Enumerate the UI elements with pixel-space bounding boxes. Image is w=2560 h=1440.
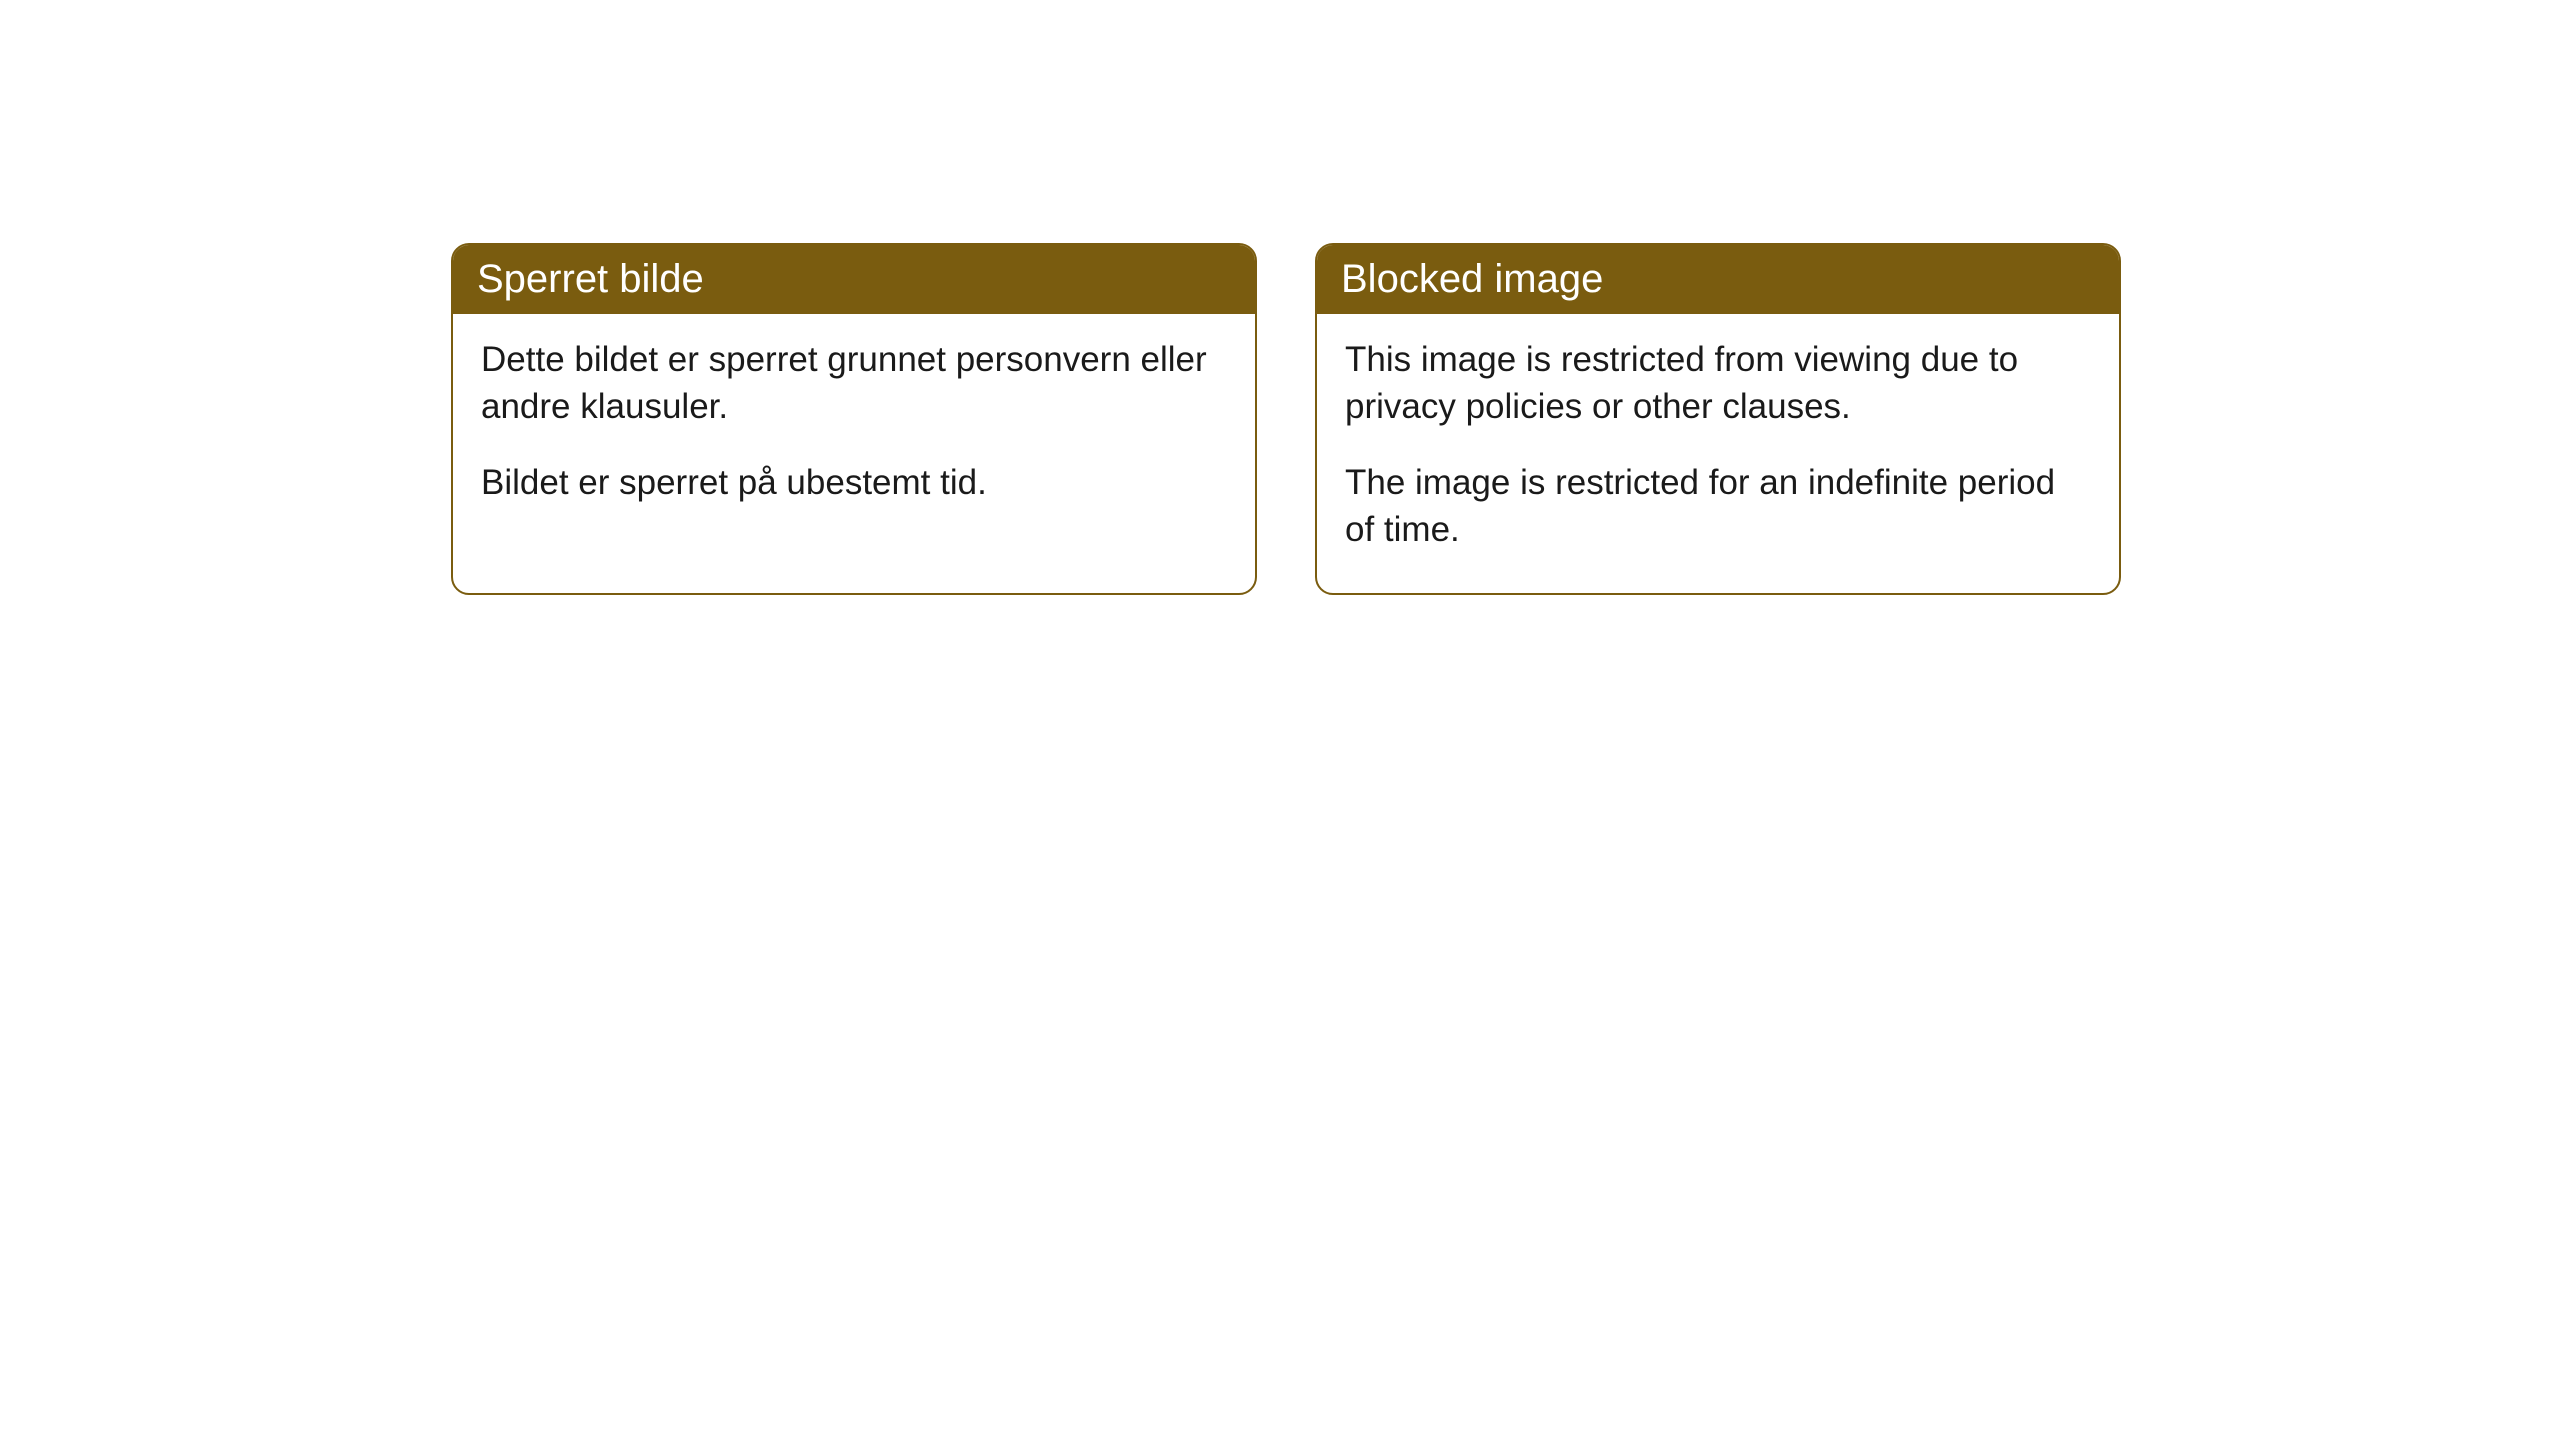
card-body-english: This image is restricted from viewing du… xyxy=(1317,314,2119,593)
blocked-image-card-english: Blocked image This image is restricted f… xyxy=(1315,243,2121,595)
notice-cards-container: Sperret bilde Dette bildet er sperret gr… xyxy=(451,243,2121,595)
card-paragraph-2-english: The image is restricted for an indefinit… xyxy=(1345,459,2091,554)
card-paragraph-1-norwegian: Dette bildet er sperret grunnet personve… xyxy=(481,336,1227,431)
card-header-english: Blocked image xyxy=(1317,245,2119,314)
card-header-norwegian: Sperret bilde xyxy=(453,245,1255,314)
card-title-norwegian: Sperret bilde xyxy=(477,257,704,301)
card-body-norwegian: Dette bildet er sperret grunnet personve… xyxy=(453,314,1255,546)
card-paragraph-2-norwegian: Bildet er sperret på ubestemt tid. xyxy=(481,459,1227,506)
card-title-english: Blocked image xyxy=(1341,257,1603,301)
card-paragraph-1-english: This image is restricted from viewing du… xyxy=(1345,336,2091,431)
blocked-image-card-norwegian: Sperret bilde Dette bildet er sperret gr… xyxy=(451,243,1257,595)
